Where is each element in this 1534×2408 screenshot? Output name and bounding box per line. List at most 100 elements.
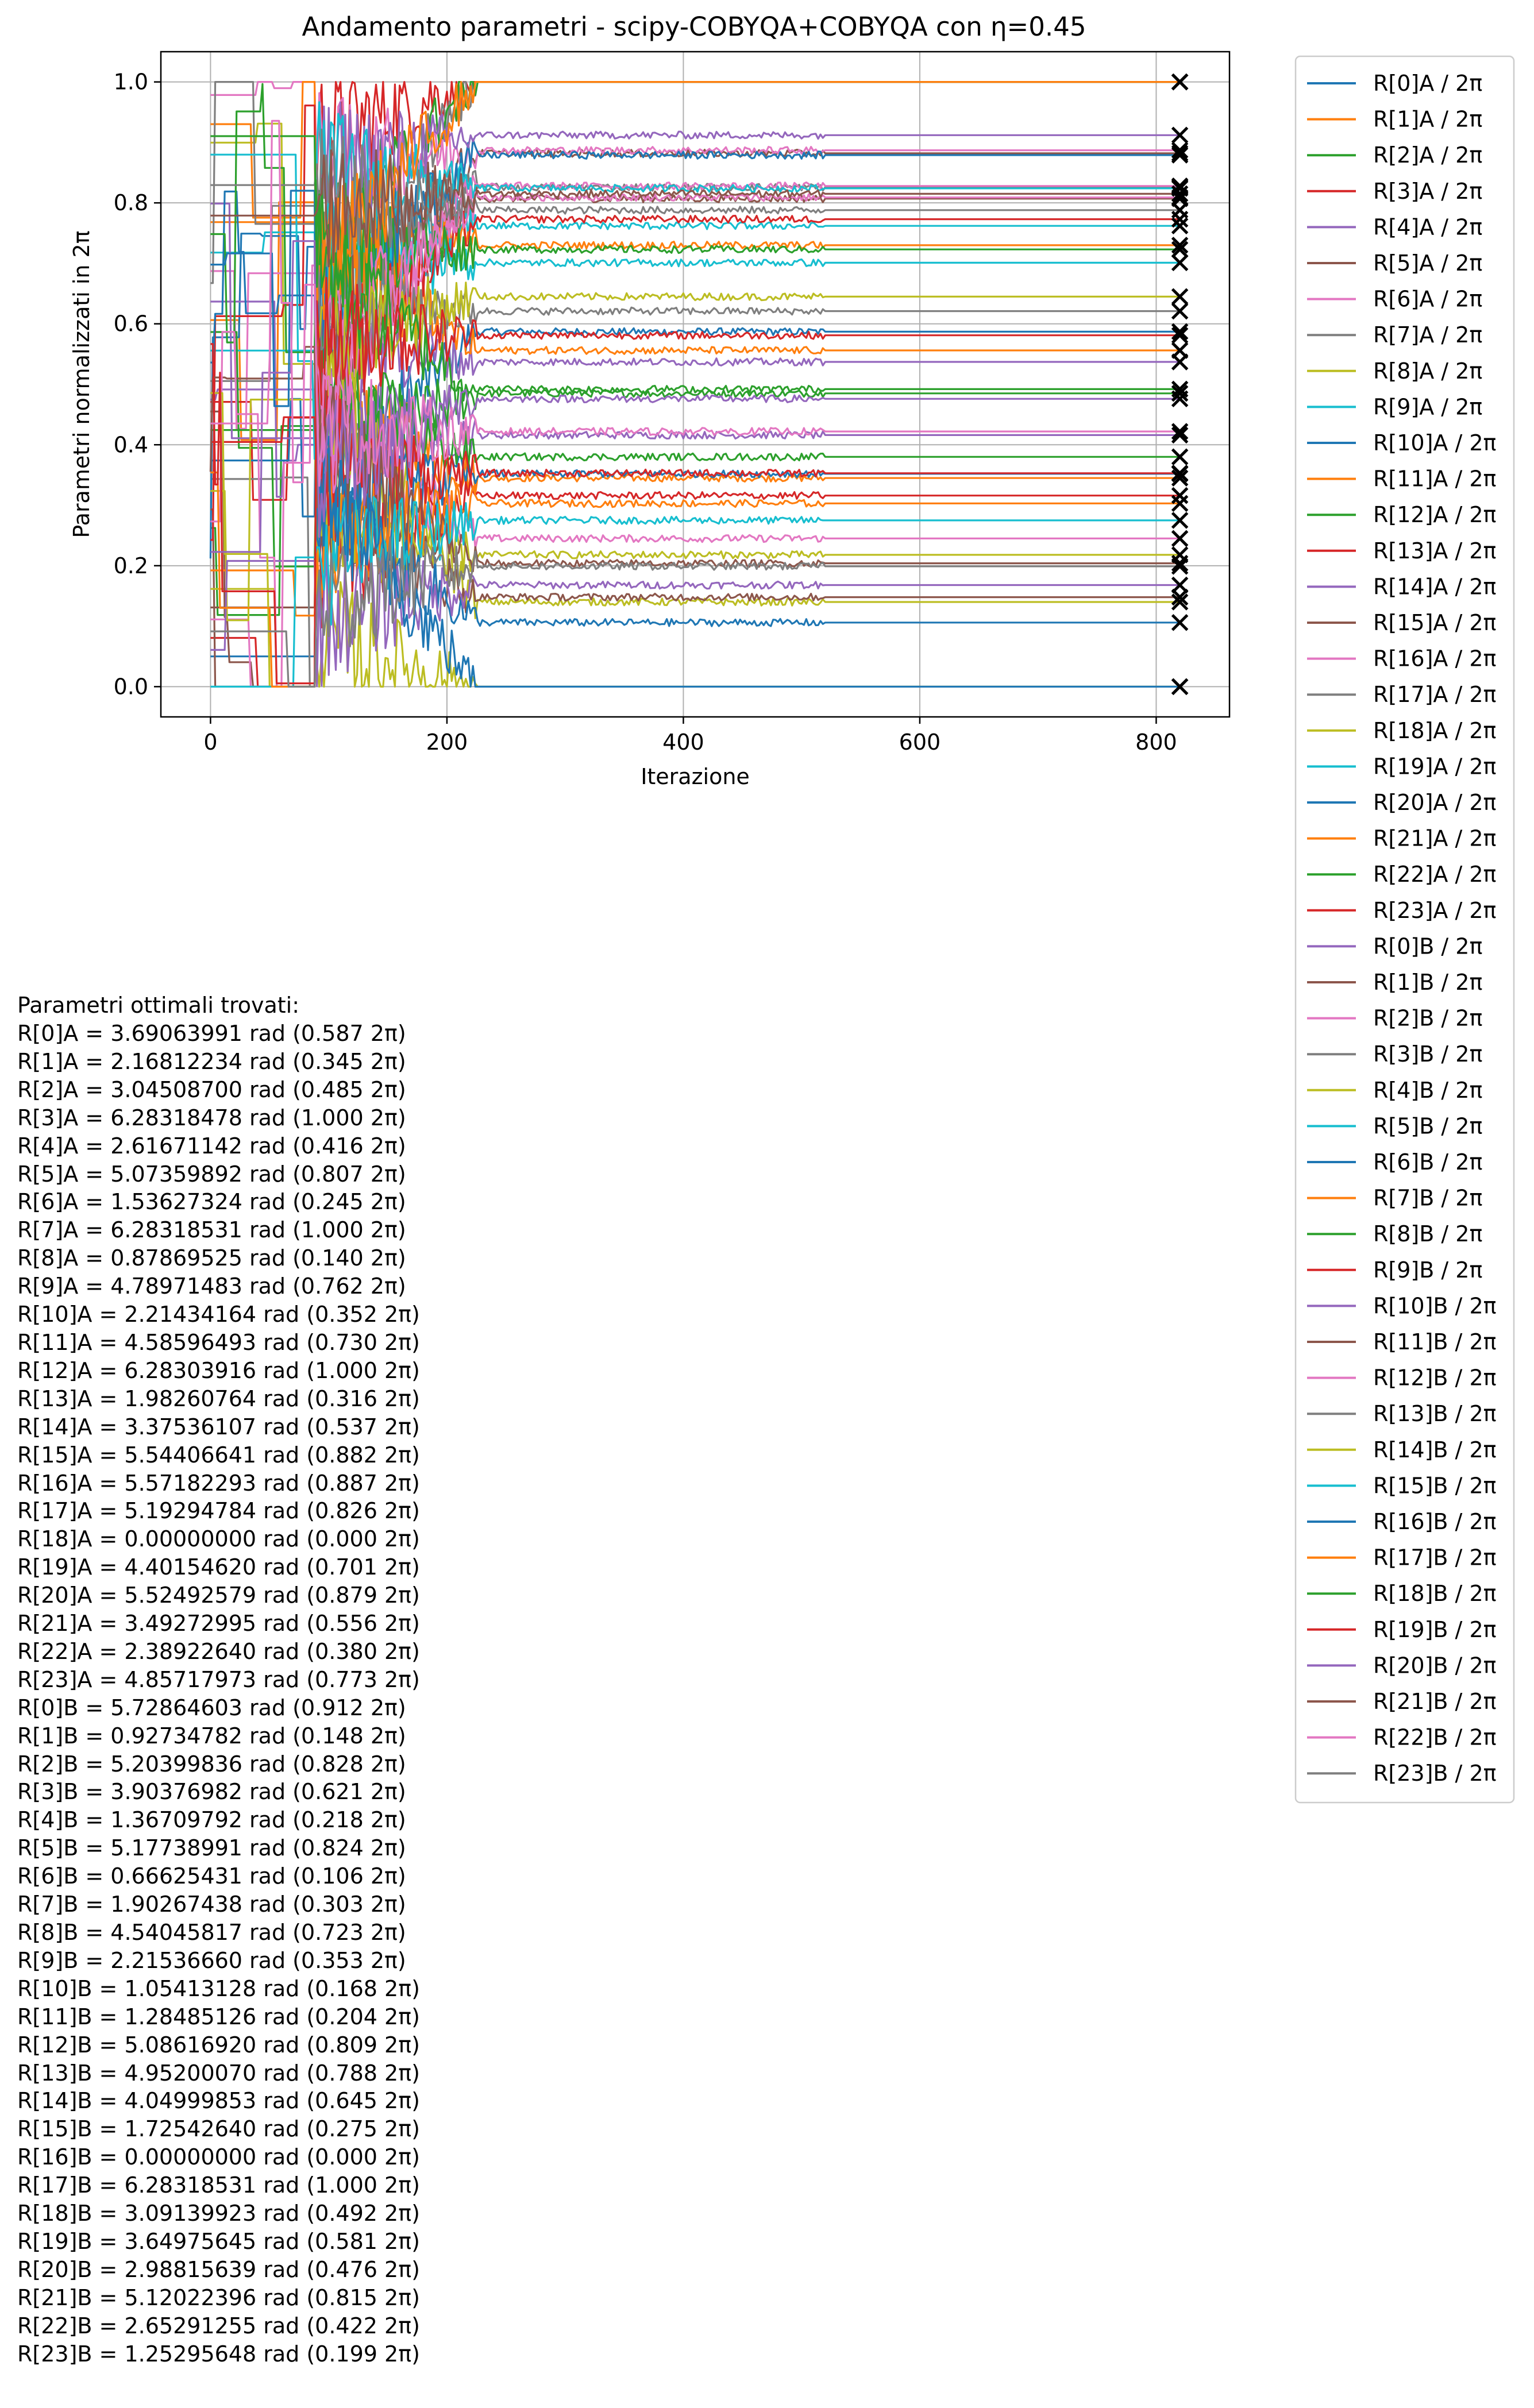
legend-label: R[17]A / 2π (1373, 682, 1496, 707)
final-marker (1171, 530, 1189, 547)
result-line: R[13]B = 4.95200070 rad (0.788 2π) (17, 2060, 420, 2086)
legend-label: R[13]B / 2π (1373, 1401, 1497, 1426)
legend-item: R[6]B / 2π (1307, 1149, 1482, 1175)
legend-item: R[8]A / 2π (1307, 358, 1482, 384)
result-line: R[23]B = 1.25295648 rad (0.199 2π) (17, 2341, 420, 2367)
legend: R[0]A / 2π R[1]A / 2π R[2]A / 2π R[3]A / 2π… (1294, 55, 1515, 1804)
legend-item: R[20]B / 2π (1307, 1653, 1497, 1678)
legend-frame (1294, 55, 1515, 1804)
results-list: R[0]A = 3.69063991 rad (0.587 2π) R[1]A =… (17, 1020, 420, 2368)
legend-label: R[23]B / 2π (1373, 1761, 1497, 1786)
result-line: R[19]A = 4.40154620 rad (0.701 2π) (17, 1554, 420, 1580)
result-line: R[11]B = 1.28485126 rad (0.204 2π) (17, 2004, 420, 2029)
series-line-26 (210, 175, 1180, 688)
final-marker (1171, 588, 1189, 606)
final-marker (1171, 241, 1189, 258)
result-line: R[14]B = 4.04999853 rad (0.645 2π) (17, 2088, 420, 2114)
final-marker (1171, 217, 1189, 234)
legend-label: R[1]A / 2π (1373, 107, 1482, 132)
legend-label: R[19]A / 2π (1373, 754, 1496, 779)
legend-item: R[8]B / 2π (1307, 1221, 1482, 1247)
legend-item: R[12]B / 2π (1307, 1365, 1497, 1391)
result-line: R[1]A = 2.16812234 rad (0.345 2π) (17, 1048, 406, 1074)
final-marker (1171, 593, 1189, 611)
legend-label: R[4]B / 2π (1373, 1078, 1482, 1103)
final-marker (1171, 342, 1189, 359)
legend-item: R[20]A / 2π (1307, 790, 1496, 815)
legend-item: R[3]B / 2π (1307, 1041, 1482, 1067)
result-line: R[20]B = 2.98815639 rad (0.476 2π) (17, 2256, 420, 2282)
legend-item: R[1]A / 2π (1307, 107, 1482, 132)
final-markers (1171, 73, 1189, 696)
legend-label: R[23]A / 2π (1373, 898, 1496, 923)
legend-label: R[4]A / 2π (1373, 214, 1482, 240)
result-line: R[6]A = 1.53627324 rad (0.245 2π) (17, 1189, 406, 1215)
legend-item: R[16]A / 2π (1307, 646, 1496, 672)
legend-label: R[12]B / 2π (1373, 1365, 1497, 1391)
final-marker (1171, 288, 1189, 306)
legend-label: R[12]A / 2π (1373, 502, 1496, 527)
series-line-45 (210, 149, 1180, 268)
legend-item: R[15]A / 2π (1307, 610, 1496, 635)
result-line: R[11]A = 4.58596493 rad (0.730 2π) (17, 1329, 420, 1355)
result-line: R[12]A = 6.28303916 rad (1.000 2π) (17, 1357, 420, 1383)
legend-item: R[0]A / 2π (1307, 71, 1482, 96)
x-tick-label: 400 (662, 730, 704, 755)
result-line: R[10]B = 1.05413128 rad (0.168 2π) (17, 1975, 420, 2001)
series-line-43 (210, 276, 1180, 685)
result-line: R[6]B = 0.66625431 rad (0.106 2π) (17, 1863, 406, 1889)
series-line-29 (210, 101, 1180, 460)
result-line: R[16]B = 0.00000000 rad (0.000 2π) (17, 2144, 420, 2170)
y-tick-label: 0.8 (114, 190, 148, 215)
legend-item: R[6]A / 2π (1307, 287, 1482, 312)
final-marker (1171, 464, 1189, 482)
y-tick-label: 0.6 (114, 311, 148, 337)
legend-label: R[9]A / 2π (1373, 394, 1482, 419)
legend-label: R[5]B / 2π (1373, 1113, 1482, 1139)
legend-label: R[15]A / 2π (1373, 610, 1496, 635)
legend-item: R[7]A / 2π (1307, 322, 1482, 348)
x-tick-label: 600 (899, 730, 941, 755)
legend-item: R[2]A / 2π (1307, 142, 1482, 168)
final-marker (1171, 448, 1189, 466)
final-marker (1171, 185, 1189, 203)
legend-item: R[4]A / 2π (1307, 214, 1482, 240)
legend-item: R[10]B / 2π (1307, 1293, 1497, 1318)
final-marker (1171, 323, 1189, 341)
legend-item: R[1]B / 2π (1307, 970, 1482, 995)
y-axis-ticks: 0.0 0.2 0.4 0.6 0.8 1.0 (114, 70, 161, 699)
legend-item: R[11]A / 2π (1307, 466, 1496, 492)
y-axis-label: Parametri normalizzati in 2π (69, 230, 94, 538)
final-marker (1171, 141, 1189, 159)
result-line: R[21]B = 5.12022396 rad (0.815 2π) (17, 2284, 420, 2310)
legend-item: R[5]A / 2π (1307, 250, 1482, 276)
result-line: R[4]A = 2.61671142 rad (0.416 2π) (17, 1133, 406, 1159)
final-marker (1171, 426, 1189, 444)
series-line-23 (210, 105, 1180, 541)
x-tick-label: 0 (203, 730, 217, 755)
series-line-39 (210, 494, 1180, 688)
series-line-46 (210, 119, 1180, 494)
x-tick-label: 800 (1135, 730, 1177, 755)
legend-item: R[0]B / 2π (1307, 933, 1482, 959)
legend-item: R[21]A / 2π (1307, 826, 1496, 851)
series-line-36 (210, 186, 1180, 688)
legend-label: R[18]B / 2π (1373, 1581, 1497, 1606)
final-marker (1171, 254, 1189, 272)
legend-label: R[21]B / 2π (1373, 1689, 1497, 1714)
result-line: R[10]A = 2.21434164 rad (0.352 2π) (17, 1302, 420, 1328)
legend-item: R[9]B / 2π (1307, 1257, 1482, 1283)
legend-label: R[6]A / 2π (1373, 287, 1482, 312)
legend-label: R[18]A / 2π (1373, 718, 1496, 743)
result-line: R[14]A = 3.37536107 rad (0.537 2π) (17, 1414, 420, 1440)
legend-item: R[4]B / 2π (1307, 1078, 1482, 1103)
chart-title: Andamento parametri - scipy-COBYQA+COBYQ… (302, 11, 1086, 42)
legend-item: R[21]B / 2π (1307, 1689, 1497, 1714)
final-marker (1171, 237, 1189, 254)
legend-item: R[18]A / 2π (1307, 718, 1496, 743)
final-marker (1171, 188, 1189, 206)
result-line: R[8]A = 0.87869525 rad (0.140 2π) (17, 1245, 406, 1271)
result-line: R[0]B = 5.72864603 rad (0.912 2π) (17, 1695, 406, 1720)
legend-item: R[7]B / 2π (1307, 1186, 1482, 1211)
result-line: R[23]A = 4.85717973 rad (0.773 2π) (17, 1666, 420, 1692)
